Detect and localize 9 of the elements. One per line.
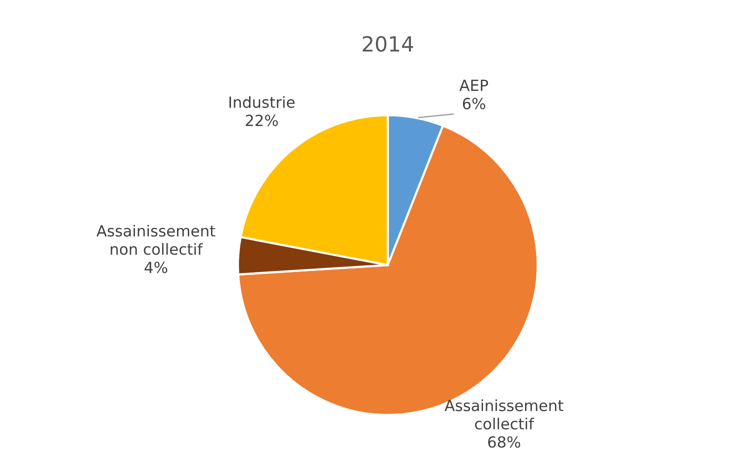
slice-label: Assainissement collectif xyxy=(444,399,564,430)
slice-label: Assainissement non collectif xyxy=(96,224,216,255)
data-label: 22% xyxy=(246,114,278,126)
chart-title: 2014 xyxy=(362,36,414,52)
data-label: 4% xyxy=(144,262,168,274)
data-label: 68% xyxy=(488,436,520,448)
slice-label: AEP xyxy=(459,80,488,91)
data-label: 6% xyxy=(462,98,486,110)
slice-label: Industrie xyxy=(229,96,295,108)
